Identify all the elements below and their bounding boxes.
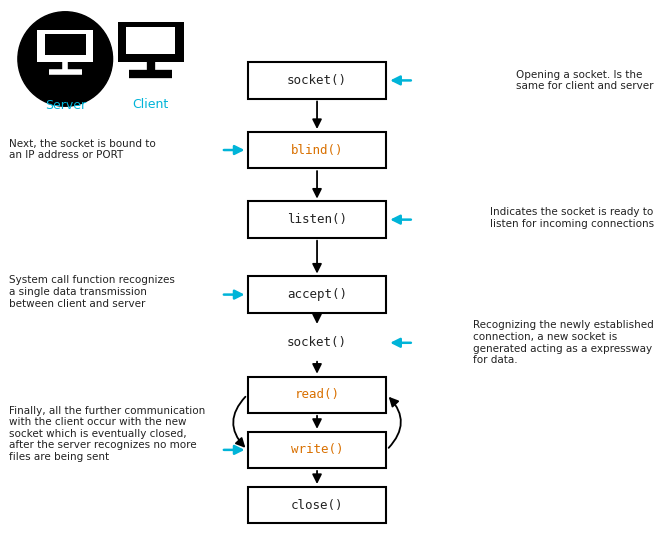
Text: Recognizing the newly established
connection, a new socket is
generated acting a: Recognizing the newly established connec…	[473, 320, 654, 365]
Text: blind(): blind()	[291, 143, 343, 156]
Text: Finally, all the further communication
with the client occur with the new
socket: Finally, all the further communication w…	[9, 406, 206, 462]
Text: write(): write()	[291, 444, 343, 457]
Text: accept(): accept()	[287, 288, 347, 301]
Text: Server: Server	[44, 99, 86, 112]
FancyBboxPatch shape	[248, 276, 386, 313]
Text: Next, the socket is bound to
an IP address or PORT: Next, the socket is bound to an IP addre…	[9, 138, 156, 160]
FancyBboxPatch shape	[37, 30, 93, 62]
FancyBboxPatch shape	[248, 487, 386, 523]
Ellipse shape	[18, 12, 113, 106]
FancyBboxPatch shape	[45, 35, 86, 55]
Text: socket(): socket()	[287, 337, 347, 349]
Text: System call function recognizes
a single data transmission
between client and se: System call function recognizes a single…	[9, 275, 175, 308]
Text: Client: Client	[133, 97, 169, 110]
FancyBboxPatch shape	[248, 377, 386, 413]
FancyBboxPatch shape	[118, 22, 184, 62]
FancyBboxPatch shape	[248, 132, 386, 168]
Text: read(): read()	[294, 388, 339, 401]
Text: Opening a socket. Is the
same for client and server: Opening a socket. Is the same for client…	[516, 70, 654, 91]
Text: socket(): socket()	[287, 74, 347, 87]
Text: listen(): listen()	[287, 213, 347, 226]
Text: close(): close()	[291, 498, 343, 512]
Text: Indicates the socket is ready to
listen for incoming connections: Indicates the socket is ready to listen …	[489, 207, 654, 229]
FancyBboxPatch shape	[248, 432, 386, 468]
FancyBboxPatch shape	[126, 27, 175, 54]
FancyBboxPatch shape	[248, 201, 386, 238]
FancyBboxPatch shape	[248, 62, 386, 98]
